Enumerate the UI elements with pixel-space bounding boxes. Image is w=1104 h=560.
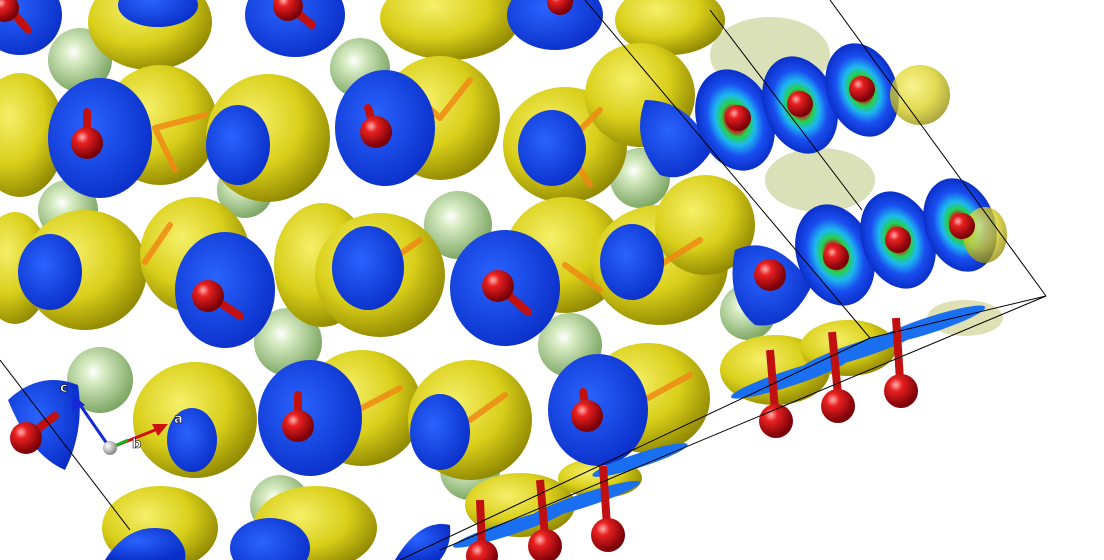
edge-oxygen-pins (466, 317, 918, 560)
axis-origin (103, 441, 117, 455)
a-axis-arrowhead (152, 424, 168, 436)
b-axis-label: b (132, 437, 141, 452)
oxygen-atoms (0, 0, 975, 454)
c-axis-arrowhead (72, 395, 85, 412)
unit-cell (0, 0, 1047, 560)
axis-indicator: a b c (60, 381, 183, 455)
bonds (142, 77, 703, 423)
a-axis-label: a (174, 412, 183, 427)
c-axis-label: c (60, 381, 68, 396)
